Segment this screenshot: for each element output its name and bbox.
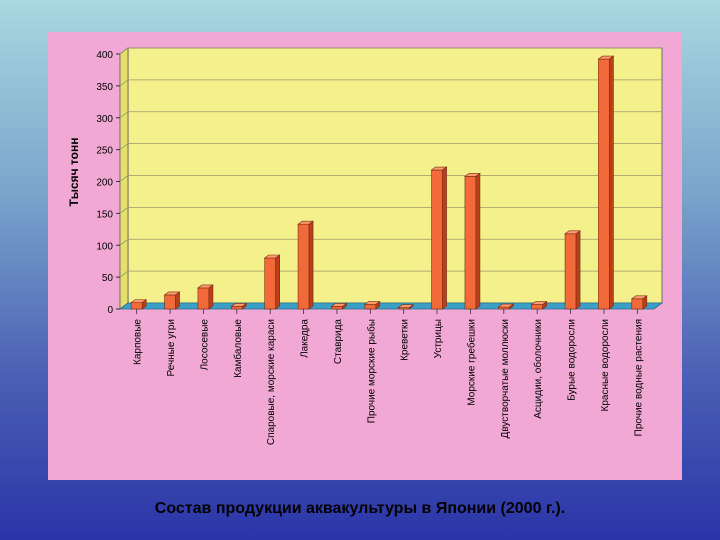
bar <box>297 220 314 310</box>
x-category-label: Бурые водоросли <box>567 319 578 401</box>
bar-front <box>564 233 577 310</box>
y-tick-label: 150 <box>96 209 113 220</box>
x-category-label: Устрицы <box>433 319 444 358</box>
bar-front <box>130 302 143 310</box>
bar <box>163 291 181 310</box>
y-tick-label: 250 <box>96 146 113 157</box>
x-category-label: Прочие морские рыбы <box>365 319 377 423</box>
bar-side <box>175 291 180 310</box>
gridline-side <box>119 143 129 150</box>
y-axis-label: Тысяч тонн <box>67 138 81 207</box>
bar <box>130 299 148 310</box>
y-tick-label: 0 <box>107 305 113 316</box>
y-tick-label: 350 <box>96 82 113 93</box>
bar-front <box>264 257 276 310</box>
bar-front <box>364 304 377 310</box>
gridline-side <box>119 111 129 119</box>
x-category-label: Лососевые <box>199 319 210 371</box>
gridline-side <box>119 79 129 87</box>
x-category-label: Асцидии, оболочники <box>532 319 544 419</box>
bar-side <box>542 300 547 310</box>
bar-side <box>141 299 147 310</box>
bar-side <box>342 302 347 310</box>
chart-caption: Состав продукции аквакультуры в Японии (… <box>154 500 566 517</box>
y-tick-label: 400 <box>96 50 113 61</box>
x-category-label: Карповые <box>133 319 144 365</box>
gridline-side <box>119 175 129 182</box>
x-category-label: Креветки <box>400 319 411 361</box>
bar-side <box>208 284 214 310</box>
bar-side <box>575 230 581 310</box>
bar <box>630 295 648 310</box>
bar <box>430 166 448 310</box>
x-category-label: Спаровые, морские караси <box>266 319 277 445</box>
bar-front <box>164 294 176 310</box>
bar-side <box>375 300 381 310</box>
y-tick-label: 200 <box>96 178 113 189</box>
x-category-label: Морские гребешки <box>465 319 477 406</box>
bar-chart: 0 50 100 150 200 250 300 350 400 Карповые Речные … <box>67 47 664 445</box>
y-tick-label: 300 <box>96 114 113 125</box>
bar <box>597 55 615 310</box>
y-tick-label: 50 <box>102 273 114 284</box>
bar <box>564 230 581 310</box>
x-category-label: Ставрида <box>333 319 344 365</box>
bar-front <box>331 306 343 310</box>
bar-front <box>197 287 210 310</box>
gridline-side <box>119 270 129 278</box>
chart-panel: 0 50 100 150 200 250 300 350 400 Карповые Речные … <box>48 32 682 480</box>
gridline-side <box>119 238 129 246</box>
bar-side <box>408 304 414 310</box>
bar-side <box>275 254 280 310</box>
x-category-label: Речные угри <box>166 319 177 377</box>
bar-front <box>631 298 644 310</box>
bar <box>397 304 415 310</box>
gridline-side <box>119 207 129 214</box>
x-category-label: Двустворчатые моллюски <box>500 319 511 438</box>
bar-front <box>431 169 443 310</box>
bar <box>330 302 348 310</box>
bar-front <box>297 223 310 310</box>
y-tick-label: 100 <box>96 241 113 252</box>
bar <box>530 300 548 310</box>
bar <box>197 284 214 310</box>
bar <box>363 300 381 310</box>
bar <box>263 254 281 310</box>
gridline-side <box>119 47 129 55</box>
bar-side <box>308 220 314 310</box>
bar <box>497 303 515 310</box>
bar-side <box>242 302 247 310</box>
x-category-label: Камбаловые <box>232 319 244 378</box>
bar-side <box>475 172 481 310</box>
x-category-label: Прочие водные растения <box>633 319 644 436</box>
bar-side <box>642 295 648 310</box>
bar-side <box>442 166 447 310</box>
bar <box>464 172 481 310</box>
bar-front <box>231 306 243 310</box>
bar-front <box>598 58 610 310</box>
bar-side <box>509 303 514 310</box>
x-category-label: Лакедра <box>300 319 311 358</box>
bar-front <box>464 176 477 310</box>
bar <box>230 302 248 310</box>
x-category-label: Красные водоросли <box>600 319 611 411</box>
bar-front <box>531 304 543 310</box>
bar-side <box>609 55 614 310</box>
